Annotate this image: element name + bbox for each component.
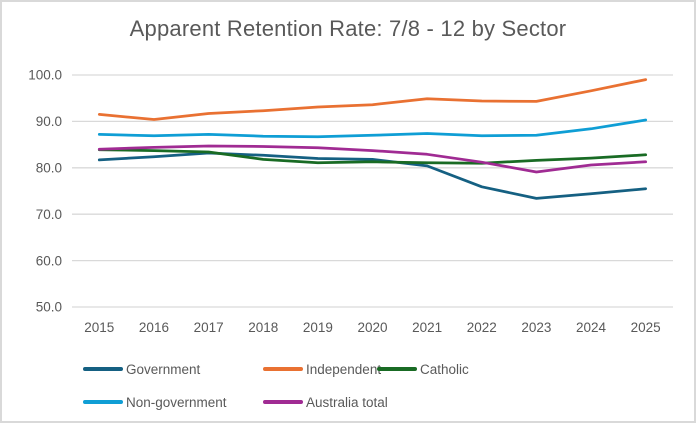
- x-axis-tick-label: 2018: [248, 320, 278, 335]
- legend-item-government: Government: [83, 360, 200, 378]
- x-axis-tick-label: 2017: [194, 320, 224, 335]
- series-line-non-government: [97, 118, 648, 139]
- series-line-catholic: [97, 148, 648, 165]
- legend-label-australia-total: Australia total: [306, 394, 388, 410]
- y-axis-tick-label: 50.0: [36, 300, 62, 315]
- x-axis-tick-label: 2015: [84, 320, 114, 335]
- legend-item-catholic: Catholic: [377, 360, 469, 378]
- y-axis-tick-label: 80.0: [36, 161, 62, 176]
- series-line-government: [97, 151, 648, 200]
- x-axis-tick-label: 2023: [521, 320, 551, 335]
- y-axis-tick-label: 90.0: [36, 114, 62, 129]
- y-axis-tick-label: 60.0: [36, 253, 62, 268]
- legend-label-catholic: Catholic: [420, 361, 469, 377]
- x-axis-tick-label: 2020: [357, 320, 387, 335]
- series-line-australia-total: [97, 144, 648, 174]
- legend-line-marker-government: [83, 367, 123, 371]
- y-axis-tick-label: 70.0: [36, 207, 62, 222]
- legend-label-independent: Independent: [306, 361, 382, 377]
- x-axis-tick-label: 2024: [576, 320, 607, 335]
- legend-line-marker-non-government: [83, 400, 123, 404]
- legend-item-australia-total: Australia total: [263, 393, 388, 411]
- x-axis-tick-label: 2025: [631, 320, 661, 335]
- legend-item-non-government: Non-government: [83, 393, 227, 411]
- legend-label-non-government: Non-government: [126, 394, 227, 410]
- y-axis-tick-label: 100.0: [28, 68, 62, 83]
- legend-line-marker-catholic: [377, 367, 417, 371]
- x-axis-tick-label: 2022: [467, 320, 497, 335]
- legend-line-marker-independent: [263, 367, 303, 371]
- x-axis-tick-label: 2019: [303, 320, 333, 335]
- chart-title: Apparent Retention Rate: 7/8 - 12 by Sec…: [129, 16, 567, 41]
- legend-item-independent: Independent: [263, 360, 381, 378]
- x-axis-tick-label: 2016: [139, 320, 169, 335]
- series-line-independent: [97, 78, 648, 121]
- x-axis-tick-label: 2021: [412, 320, 442, 335]
- legend-label-government: Government: [126, 361, 201, 377]
- legend-line-marker-australia-total: [263, 400, 303, 404]
